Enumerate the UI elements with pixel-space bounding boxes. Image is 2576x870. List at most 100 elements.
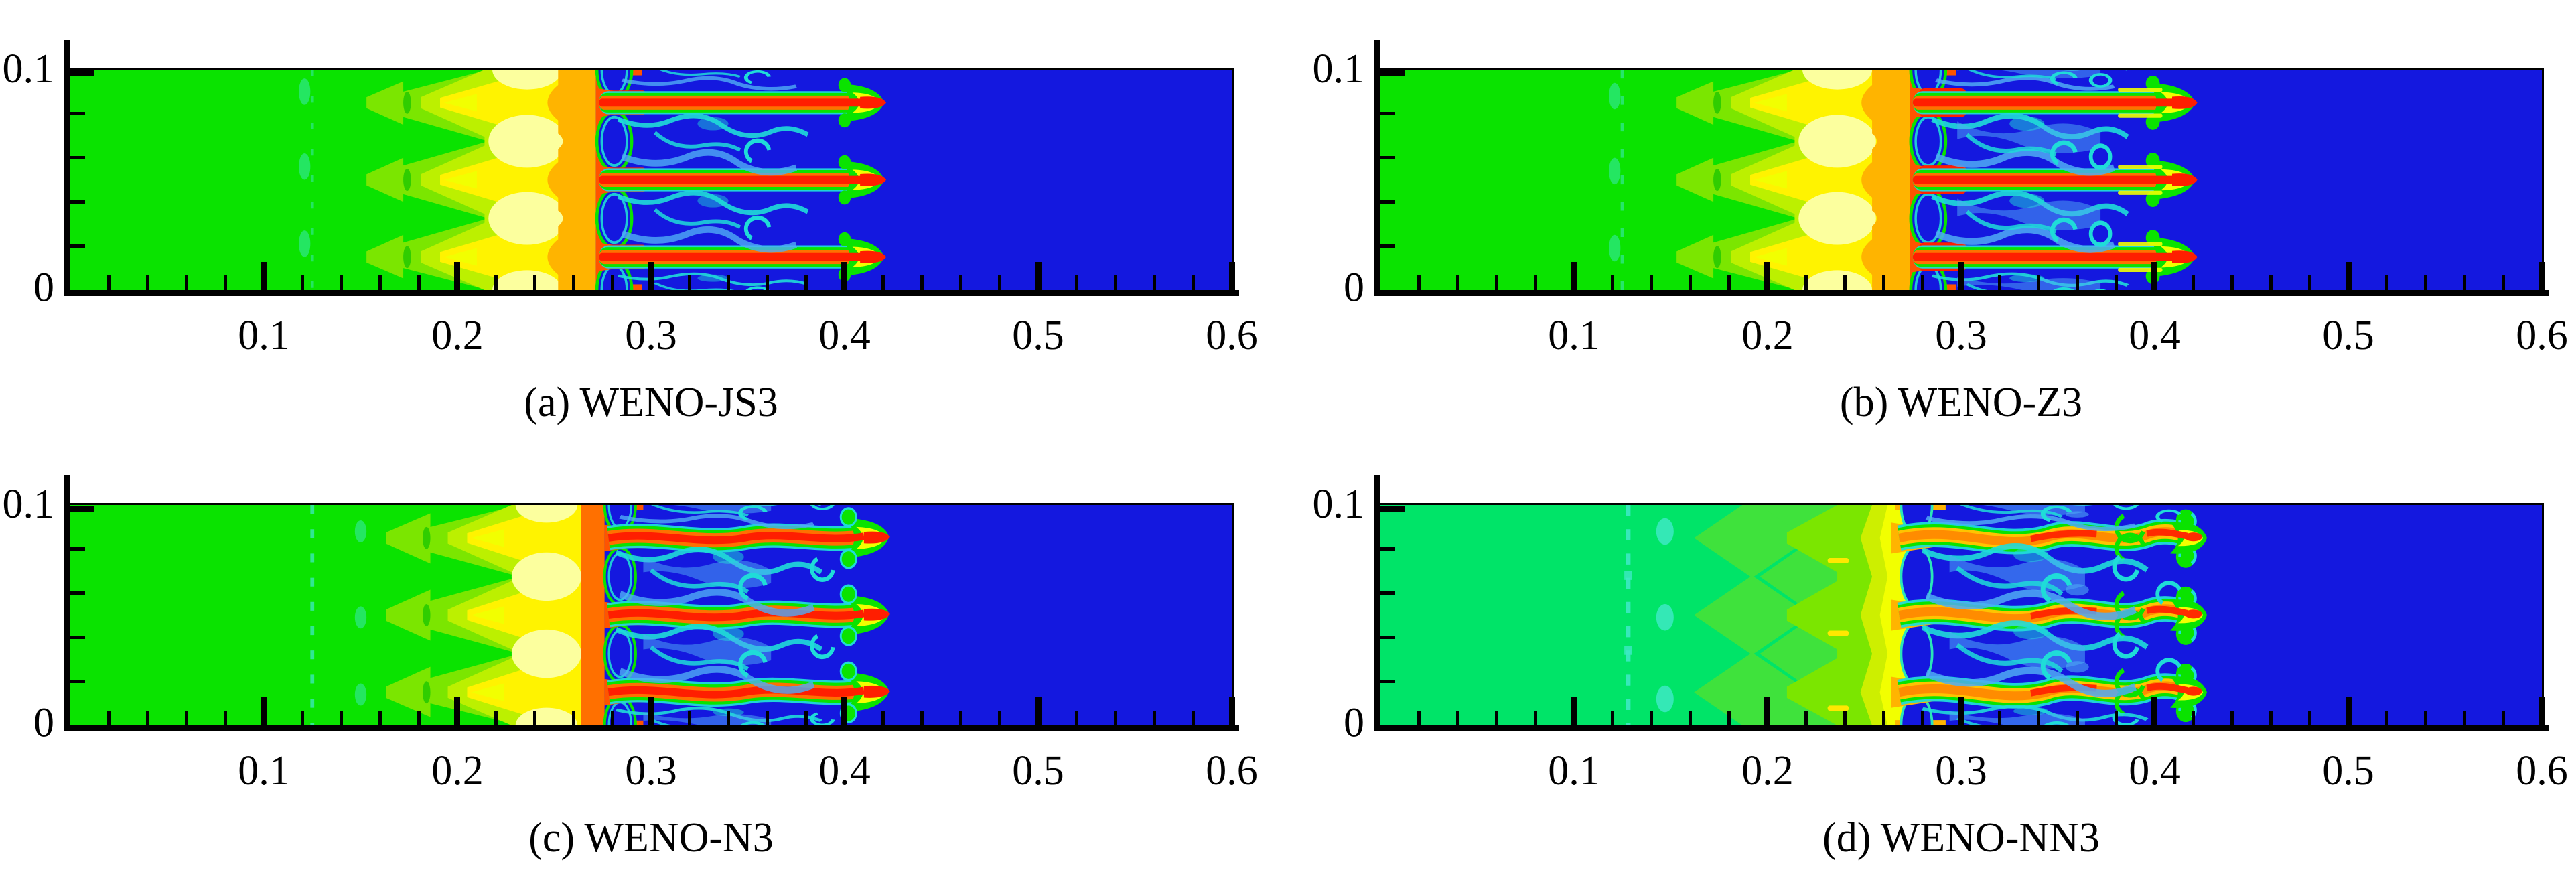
x-minor-tick	[2424, 275, 2428, 290]
x-axis-extension	[2543, 290, 2549, 296]
panel-c: 0.1 0 (c) WENO-N3 0.1 0.2 0.3 0.4 0.5 0.6	[3, 475, 1258, 859]
y-minor-tick	[1380, 547, 1395, 551]
x-minor-tick	[1611, 275, 1615, 290]
x-minor-tick	[571, 275, 575, 290]
x-minor-tick	[1881, 711, 1885, 725]
x-tick-label: 0.4	[2129, 313, 2181, 358]
x-axis-extension	[2543, 725, 2549, 731]
x-tick-label: 0.6	[2516, 748, 2568, 794]
x-minor-tick	[688, 275, 692, 290]
x-major-tick	[2345, 262, 2352, 290]
x-minor-tick	[1727, 275, 1731, 290]
x-minor-tick	[688, 711, 692, 725]
x-tick-label: 0.2	[431, 313, 484, 358]
x-minor-tick	[2307, 275, 2311, 290]
x-tick-label: 0.1	[1548, 313, 1600, 358]
x-tick-label: 0.3	[625, 313, 677, 358]
contour-plot-weno-z3	[1380, 70, 2542, 290]
x-minor-tick	[2037, 275, 2041, 290]
y-minor-tick	[1380, 112, 1395, 116]
x-minor-tick	[765, 711, 769, 725]
x-minor-tick	[1843, 711, 1847, 725]
y-minor-tick	[70, 244, 85, 248]
x-major-tick	[2151, 697, 2158, 725]
x-axis-extension	[1233, 290, 1239, 296]
x-major-tick	[1764, 697, 1771, 725]
x-minor-tick	[1533, 711, 1537, 725]
x-minor-tick	[997, 275, 1001, 290]
panel-d-caption: (d) WENO-NN3	[1822, 815, 2100, 861]
x-tick-label: 0.5	[1012, 313, 1064, 358]
x-major-tick	[841, 262, 848, 290]
y-minor-tick	[70, 591, 85, 595]
x-major-tick	[648, 697, 654, 725]
y-tick-label-bottom: 0	[1344, 265, 1364, 311]
x-minor-tick	[1075, 275, 1079, 290]
x-major-tick	[261, 697, 267, 725]
x-major-tick	[261, 262, 267, 290]
x-major-tick	[2538, 262, 2545, 290]
x-minor-tick	[2501, 275, 2505, 290]
x-minor-tick	[2037, 711, 2041, 725]
x-minor-tick	[997, 711, 1001, 725]
x-minor-tick	[107, 275, 111, 290]
x-minor-tick	[417, 275, 421, 290]
x-minor-tick	[533, 275, 537, 290]
x-minor-tick	[494, 275, 498, 290]
y-minor-tick	[1380, 156, 1395, 160]
y-major-tick	[1380, 506, 1405, 512]
x-tick-label: 0.2	[1741, 313, 1794, 358]
x-minor-tick	[340, 275, 344, 290]
y-minor-tick	[70, 156, 85, 160]
x-major-tick	[1228, 262, 1235, 290]
x-minor-tick	[184, 711, 188, 725]
x-major-tick	[1958, 697, 1964, 725]
x-axis-extension	[1233, 725, 1239, 731]
y-axis-extension	[1374, 40, 1380, 68]
x-minor-tick	[1494, 711, 1498, 725]
panel-b: 0.1 0 (b) WENO-Z3 0.1 0.2 0.3 0.4 0.5 0.6	[1313, 40, 2568, 423]
x-minor-tick	[958, 711, 962, 725]
x-tick-label: 0.3	[625, 748, 677, 794]
y-minor-tick	[70, 635, 85, 639]
x-minor-tick	[1998, 275, 2002, 290]
x-minor-tick	[2462, 711, 2466, 725]
x-minor-tick	[2230, 275, 2234, 290]
x-tick-label: 0.5	[2322, 748, 2374, 794]
x-minor-tick	[1114, 275, 1118, 290]
x-minor-tick	[1075, 711, 1079, 725]
x-minor-tick	[727, 711, 731, 725]
y-minor-tick	[70, 112, 85, 116]
y-axis-extension	[64, 40, 70, 68]
x-minor-tick	[2385, 275, 2389, 290]
x-minor-tick	[378, 711, 382, 725]
x-major-tick	[2538, 697, 2545, 725]
x-tick-label: 0.1	[238, 748, 290, 794]
x-major-tick	[1764, 262, 1771, 290]
x-major-tick	[1035, 697, 1042, 725]
x-minor-tick	[378, 275, 382, 290]
x-minor-tick	[494, 711, 498, 725]
contour-plot-weno-nn3	[1380, 505, 2542, 725]
x-minor-tick	[223, 711, 227, 725]
x-minor-tick	[1494, 275, 1498, 290]
panel-c-caption: (c) WENO-N3	[528, 815, 774, 861]
panel-b-caption: (b) WENO-Z3	[1839, 380, 2083, 425]
x-major-tick	[1571, 262, 1577, 290]
y-minor-tick	[1380, 244, 1395, 248]
contour-plot-weno-n3	[70, 505, 1232, 725]
x-major-tick	[1571, 697, 1577, 725]
x-minor-tick	[2114, 275, 2118, 290]
x-minor-tick	[727, 275, 731, 290]
x-minor-tick	[146, 711, 150, 725]
panel-a-caption: (a) WENO-JS3	[524, 380, 778, 425]
y-major-tick	[70, 506, 94, 512]
x-minor-tick	[146, 275, 150, 290]
x-major-tick	[2345, 697, 2352, 725]
x-minor-tick	[610, 711, 614, 725]
x-minor-tick	[571, 711, 575, 725]
x-tick-label: 0.6	[1206, 748, 1258, 794]
x-minor-tick	[2075, 711, 2079, 725]
x-major-tick	[454, 697, 461, 725]
